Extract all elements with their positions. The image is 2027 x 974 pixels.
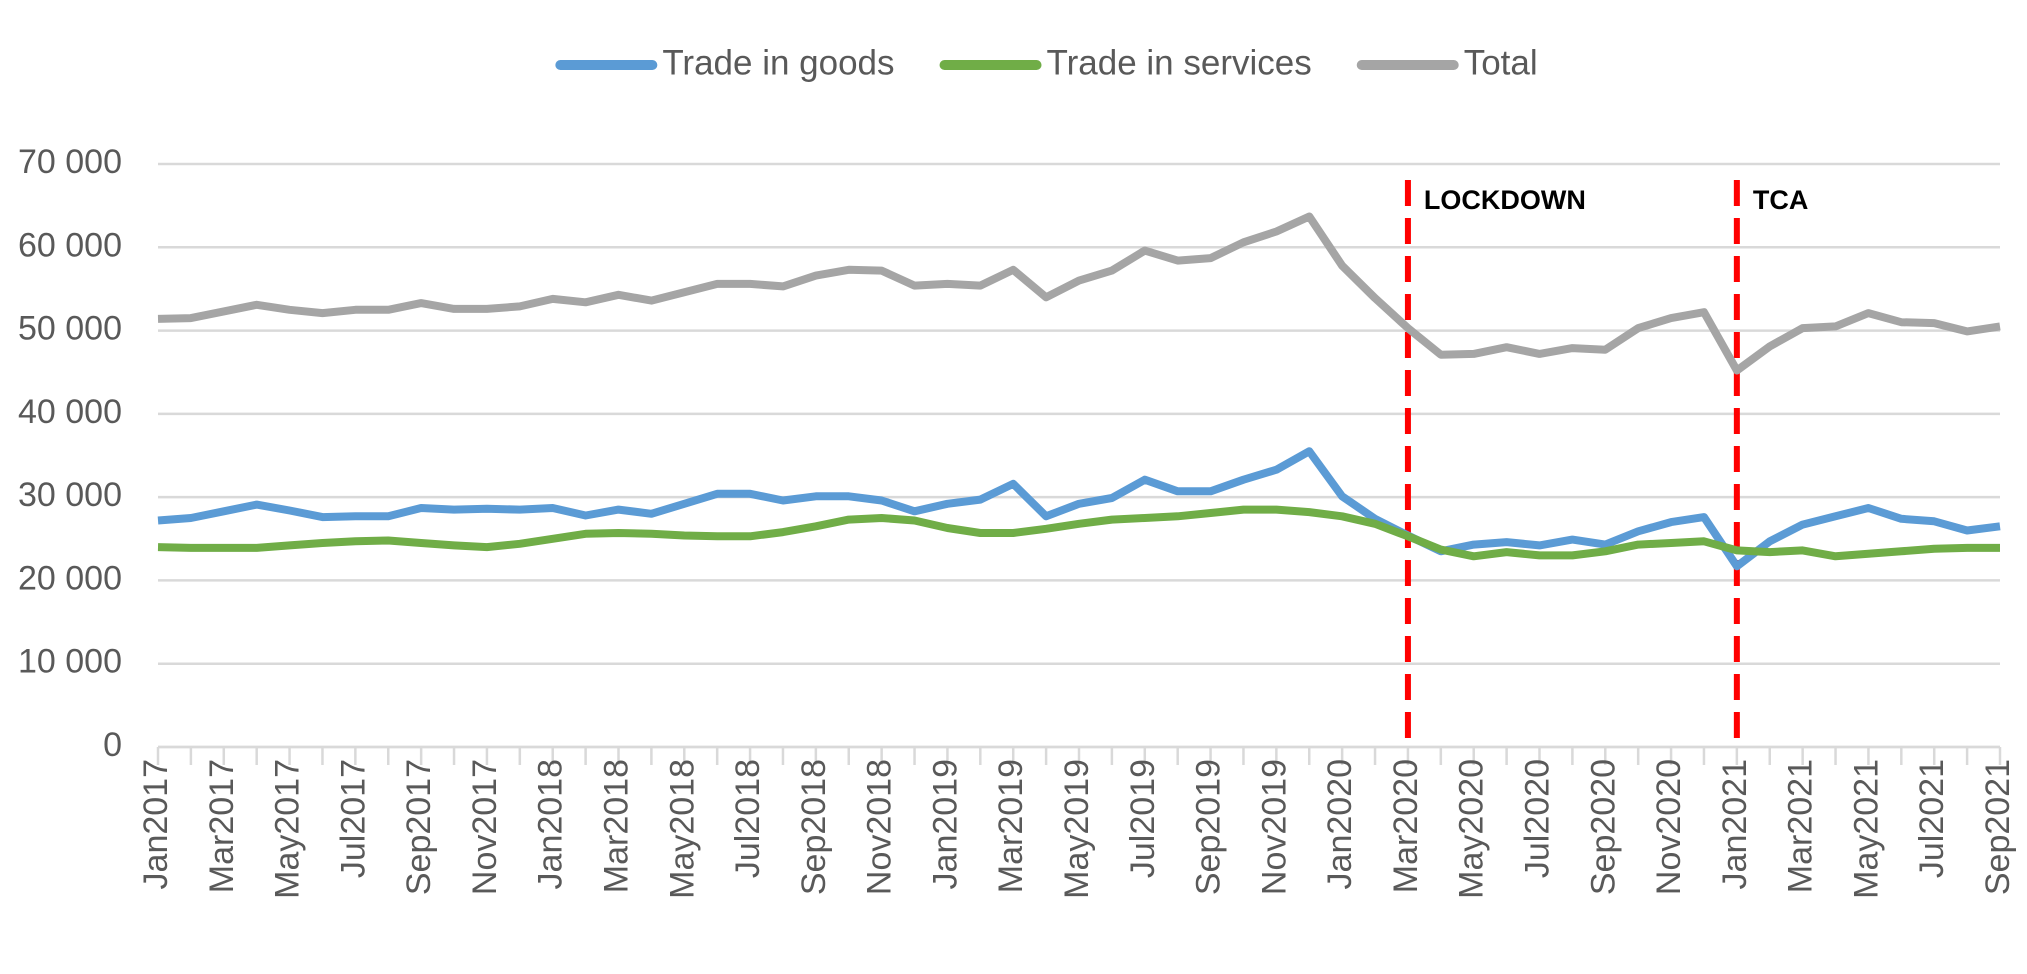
x-tick-label: May2020 (1453, 759, 1491, 899)
x-tick-label: Jul2020 (1518, 759, 1556, 878)
legend-label: Trade in goods (662, 43, 894, 82)
x-tick-label: Jan2018 (532, 759, 570, 889)
annotation-label: LOCKDOWN (1424, 185, 1586, 215)
x-tick-label: Jan2017 (137, 759, 175, 889)
x-tick-label: Nov2017 (466, 759, 504, 895)
series-line (157, 505, 2000, 561)
x-tick-label: Jul2019 (1124, 759, 1162, 878)
x-tick-label: May2018 (663, 759, 701, 899)
x-tick-label: Sep2021 (1979, 759, 2017, 895)
x-tick-label: Mar2021 (1782, 759, 1820, 893)
x-tick-label: Nov2019 (1255, 759, 1293, 895)
legend-label: Total (1464, 43, 1538, 82)
x-tick-label: Sep2019 (1190, 759, 1228, 895)
x-tick-label: Jan2020 (1321, 759, 1359, 889)
x-tick-label: Sep2018 (795, 759, 833, 895)
y-tick-label: 70 000 (18, 143, 122, 181)
x-tick-label: Sep2020 (1584, 759, 1622, 895)
x-tick-label: Nov2018 (861, 759, 899, 895)
legend: Trade in goods Trade in services Total (555, 43, 1538, 82)
y-tick-label: 50 000 (18, 310, 122, 348)
x-tick-label: Jul2018 (729, 759, 767, 878)
y-tick-label: 30 000 (18, 476, 122, 514)
x-tick-label: Mar2017 (203, 759, 241, 893)
y-tick-label: 40 000 (18, 393, 122, 431)
annotation-label: TCA (1753, 185, 1809, 215)
y-tick-label: 10 000 (18, 643, 122, 681)
x-tick-label: May2019 (1058, 759, 1096, 899)
x-tick-label: May2021 (1847, 759, 1885, 899)
x-tick-label: Jul2021 (1913, 759, 1951, 878)
series-line (157, 212, 2001, 375)
x-tick-label: Mar2018 (597, 759, 635, 893)
x-tick-label: Jan2021 (1716, 759, 1754, 889)
y-tick-label: 0 (103, 726, 122, 764)
y-tick-label: 60 000 (18, 226, 122, 264)
series-line (157, 447, 2001, 571)
y-tick-label: 20 000 (18, 559, 122, 597)
x-tick-label: Mar2019 (992, 759, 1030, 893)
x-tick-label: Jul2017 (334, 759, 372, 878)
x-tick-label: May2017 (269, 759, 307, 899)
x-tick-label: Mar2020 (1387, 759, 1425, 893)
x-tick-label: Jan2019 (926, 759, 964, 889)
legend-label: Trade in services (1047, 43, 1312, 82)
x-tick-label: Sep2017 (400, 759, 438, 895)
x-tick-label: Nov2020 (1650, 759, 1688, 895)
